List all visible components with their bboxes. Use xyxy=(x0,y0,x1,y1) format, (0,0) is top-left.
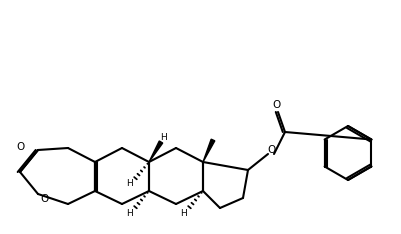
Text: H: H xyxy=(126,179,133,189)
Text: O: O xyxy=(17,142,25,152)
Text: H: H xyxy=(160,132,167,142)
Text: H: H xyxy=(126,208,133,217)
Text: H: H xyxy=(180,208,187,217)
Text: O: O xyxy=(272,100,280,110)
Text: O: O xyxy=(41,194,49,204)
Text: O: O xyxy=(267,145,275,155)
Polygon shape xyxy=(149,141,162,162)
Polygon shape xyxy=(203,139,214,162)
